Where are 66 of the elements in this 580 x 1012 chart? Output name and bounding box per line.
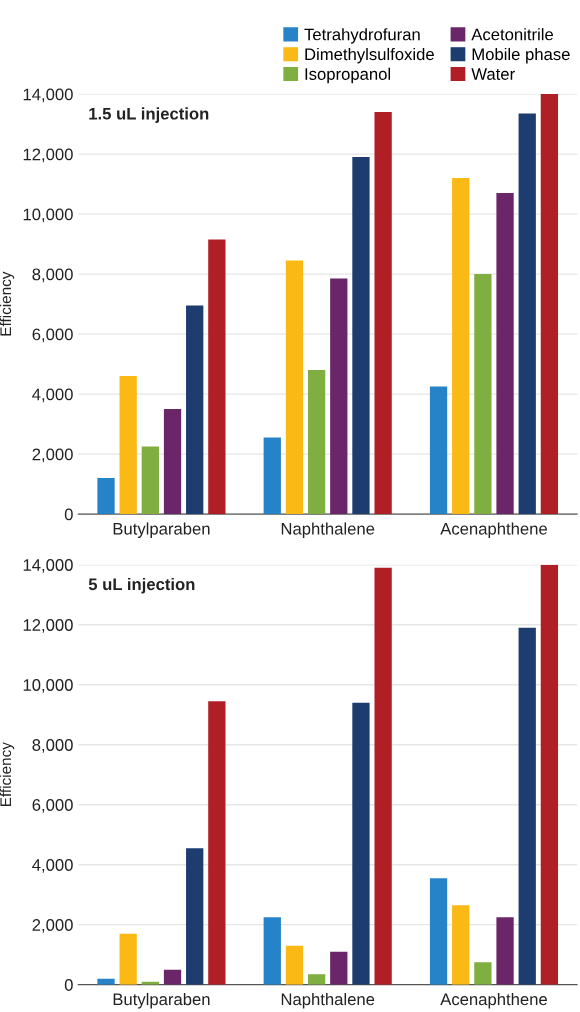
y-tick-label: 10,000: [23, 679, 73, 693]
y-axis-title: Efficiency: [0, 742, 15, 806]
bar: [263, 917, 281, 985]
y-tick-label: 4,000: [32, 388, 73, 403]
bar: [285, 945, 304, 985]
bar: [119, 376, 137, 515]
bar: [186, 305, 204, 515]
text: 5 uL injection: [88, 577, 195, 594]
x-tick-label: Acenaphthene: [440, 522, 547, 538]
y-tick-label: 8,000: [32, 268, 73, 283]
bar: [540, 94, 559, 515]
y-tick-label: 2,000: [32, 919, 73, 933]
y-tick-label: 6,000: [32, 799, 73, 813]
bar: [141, 446, 159, 515]
y-tick-label: 10,000: [23, 208, 73, 223]
x-tick-label: Butylparaben: [113, 522, 210, 538]
y-tick-label: 14,000: [23, 559, 73, 573]
bar: [208, 239, 226, 515]
bar: [429, 386, 448, 515]
bar: [307, 974, 326, 985]
bar: [452, 905, 470, 985]
bar: [186, 848, 204, 985]
y-tick-label: 12,000: [23, 148, 73, 163]
bar: [518, 627, 536, 985]
bar: [352, 702, 370, 985]
x-tick-label: Naphthalene: [281, 522, 375, 538]
y-tick-label: 0: [64, 508, 73, 521]
legend-label: Isopropanol: [305, 67, 391, 84]
legend-label: Mobile phase: [472, 47, 570, 64]
y-tick-label: 2,000: [32, 448, 73, 463]
bar: [452, 178, 470, 515]
y-tick-label: 6,000: [32, 328, 73, 343]
bar: [496, 917, 514, 985]
bar: [330, 278, 348, 515]
bar: [374, 112, 392, 515]
bar: [496, 193, 514, 515]
text: 1.5 uL injection: [89, 107, 209, 123]
bar: [540, 564, 559, 985]
bar: [119, 933, 137, 985]
bar: [474, 962, 492, 985]
bar: [307, 370, 326, 515]
legend-label: Tetrahydrofuran: [304, 28, 420, 44]
y-tick-label: 12,000: [23, 619, 73, 633]
y-tick-label: 14,000: [23, 88, 73, 103]
bar: [163, 969, 182, 985]
bar: [208, 701, 226, 985]
bar: [163, 409, 182, 515]
bar: [97, 478, 115, 515]
x-tick-label: Naphthalene: [281, 993, 375, 1009]
y-tick-label: 8,000: [32, 739, 73, 753]
y-axis-title: Efficiency: [0, 271, 15, 336]
legend-label: Water: [471, 68, 515, 80]
bar: [474, 274, 492, 515]
bar: [374, 567, 392, 985]
bar: [518, 113, 536, 515]
bar: [429, 878, 448, 985]
legend-label: Dimethylsulfoxide: [305, 47, 434, 64]
legend-label: Acetonitrile: [471, 28, 554, 41]
bar: [263, 437, 281, 515]
bar: [285, 260, 304, 515]
y-tick-label: 0: [64, 979, 73, 991]
x-tick-label: Acenaphthene: [440, 993, 547, 1009]
y-tick-label: 4,000: [32, 859, 73, 873]
x-tick-label: Butylparaben: [113, 993, 210, 1009]
bar: [352, 157, 370, 515]
bar: [330, 951, 348, 985]
